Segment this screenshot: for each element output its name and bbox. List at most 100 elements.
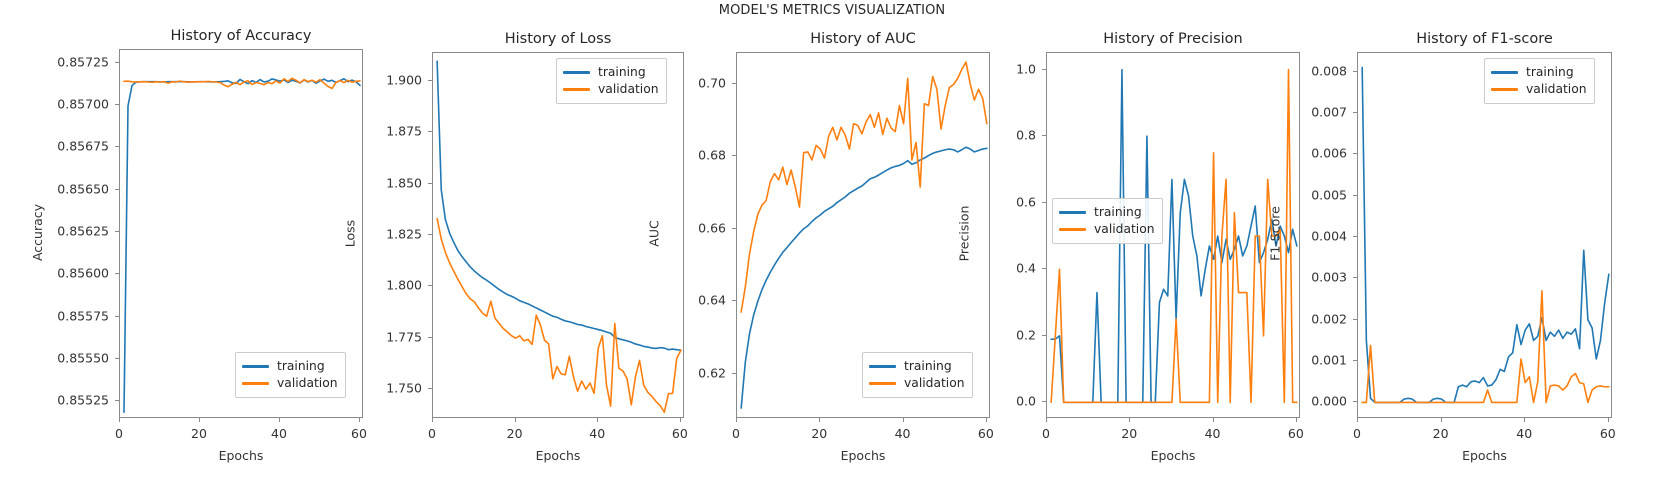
legend-swatch-validation-icon (563, 88, 590, 91)
plot-area (1357, 52, 1612, 418)
line-series-training (1361, 66, 1610, 404)
y-axis-tick-mark (115, 231, 119, 232)
y-axis-tick-mark (115, 400, 119, 401)
legend-label: validation (277, 376, 338, 390)
legend-item-validation[interactable]: validation (242, 375, 338, 392)
y-axis-tick-mark (1353, 236, 1357, 237)
line-series-training (436, 60, 682, 351)
x-axis-tick-label: 60 (977, 426, 994, 441)
y-axis-tick-label: 0.85675 (57, 138, 109, 154)
legend-swatch-validation-icon (1491, 88, 1518, 91)
legend-item-validation[interactable]: validation (869, 375, 965, 392)
x-axis-tick-label: 40 (1204, 426, 1221, 441)
y-axis-tick-label: 0.004 (1311, 228, 1347, 244)
y-axis-tick-mark (428, 234, 432, 235)
legend-label: validation (1526, 82, 1587, 96)
x-axis-tick-label: 60 (1599, 426, 1616, 441)
y-axis-tick-mark (115, 62, 119, 63)
x-axis-label: Epochs (535, 448, 581, 463)
series-canvas (1361, 66, 1610, 404)
y-axis-tick-mark (1042, 135, 1046, 136)
y-axis-tick-mark (732, 83, 736, 84)
y-axis-tick-label: 0.8 (1016, 127, 1036, 143)
legend-item-training[interactable]: training (563, 64, 659, 81)
x-axis-tick-mark (680, 418, 681, 422)
y-axis-tick-label: 0.62 (698, 365, 726, 381)
y-axis-tick-mark (1353, 277, 1357, 278)
legend-item-training[interactable]: training (242, 358, 338, 375)
x-axis-tick-label: 20 (506, 426, 523, 441)
x-axis-tick-label: 20 (811, 426, 828, 441)
x-axis-tick-mark (819, 418, 820, 422)
y-axis-tick-label: 0.85625 (57, 223, 109, 239)
y-axis-label: Accuracy (29, 203, 45, 261)
x-axis-tick-label: 0 (1042, 426, 1050, 441)
x-axis-tick-label: 20 (1432, 426, 1449, 441)
y-axis-tick-label: 1.800 (386, 277, 422, 293)
y-axis-tick-mark (1353, 112, 1357, 113)
y-axis-tick-label: 0.70 (698, 75, 726, 91)
subplot-title: History of Accuracy (170, 28, 312, 44)
x-axis-label: Epochs (218, 448, 264, 463)
series-canvas (123, 77, 361, 414)
y-axis-tick-label: 0.85575 (57, 308, 109, 324)
legend[interactable]: training validation (556, 58, 667, 104)
x-axis-tick-label: 40 (271, 426, 287, 441)
y-axis-tick-label: 0.85550 (57, 350, 109, 366)
legend[interactable]: training validation (235, 352, 346, 398)
y-axis-label: AUC (646, 220, 662, 247)
y-axis-tick-mark (1353, 319, 1357, 320)
y-axis-tick-mark (1042, 401, 1046, 402)
y-axis-tick-mark (115, 358, 119, 359)
x-axis-tick-label: 20 (1121, 426, 1138, 441)
x-axis-tick-mark (597, 418, 598, 422)
legend-item-validation[interactable]: validation (1491, 81, 1587, 98)
legend-item-training[interactable]: training (1491, 64, 1587, 81)
legend-swatch-training-icon (563, 71, 590, 74)
legend-item-validation[interactable]: validation (563, 81, 659, 98)
legend-item-training[interactable]: training (869, 358, 965, 375)
legend-item-validation[interactable]: validation (1059, 221, 1155, 238)
legend-label: validation (1094, 222, 1155, 236)
y-axis-tick-label: 0.64 (698, 292, 726, 308)
x-axis-tick-mark (432, 418, 433, 422)
x-axis-tick-mark (279, 418, 280, 422)
legend[interactable]: training validation (1052, 198, 1163, 244)
y-axis-tick-mark (428, 183, 432, 184)
y-axis-tick-mark (1042, 335, 1046, 336)
legend-label: training (904, 359, 952, 373)
y-axis-tick-label: 0.85525 (57, 392, 109, 408)
y-axis-tick-mark (428, 131, 432, 132)
legend-swatch-validation-icon (869, 382, 896, 385)
y-axis-tick-mark (115, 316, 119, 317)
x-axis-tick-label: 40 (894, 426, 911, 441)
legend-swatch-training-icon (1059, 211, 1086, 214)
y-axis-tick-label: 0.85725 (57, 54, 109, 70)
x-axis-tick-label: 40 (1516, 426, 1533, 441)
y-axis-tick-label: 0.003 (1311, 269, 1347, 285)
y-axis-tick-mark (115, 104, 119, 105)
line-series-validation (740, 61, 988, 313)
y-axis-tick-label: 0.68 (698, 147, 726, 163)
y-axis-tick-mark (1042, 202, 1046, 203)
y-axis-tick-mark (732, 155, 736, 156)
y-axis-tick-label: 0.0 (1016, 393, 1036, 409)
legend-label: training (1094, 205, 1142, 219)
x-axis-tick-mark (119, 418, 120, 422)
legend-item-training[interactable]: training (1059, 204, 1155, 221)
legend-label: training (277, 359, 325, 373)
y-axis-tick-label: 0.000 (1311, 393, 1347, 409)
legend[interactable]: training validation (862, 352, 973, 398)
legend-label: validation (904, 376, 965, 390)
y-axis-tick-mark (1353, 71, 1357, 72)
legend[interactable]: training validation (1484, 58, 1595, 104)
line-series-validation (1361, 290, 1610, 404)
line-series-validation (1050, 68, 1298, 404)
line-series-validation (436, 217, 682, 414)
subplot-title: History of F1-score (1416, 31, 1553, 47)
y-axis-tick-label: 0.85650 (57, 181, 109, 197)
legend-label: training (1526, 65, 1574, 79)
subplot-title: History of Precision (1103, 31, 1243, 47)
series-canvas (1050, 68, 1298, 404)
x-axis-tick-label: 60 (1287, 426, 1304, 441)
